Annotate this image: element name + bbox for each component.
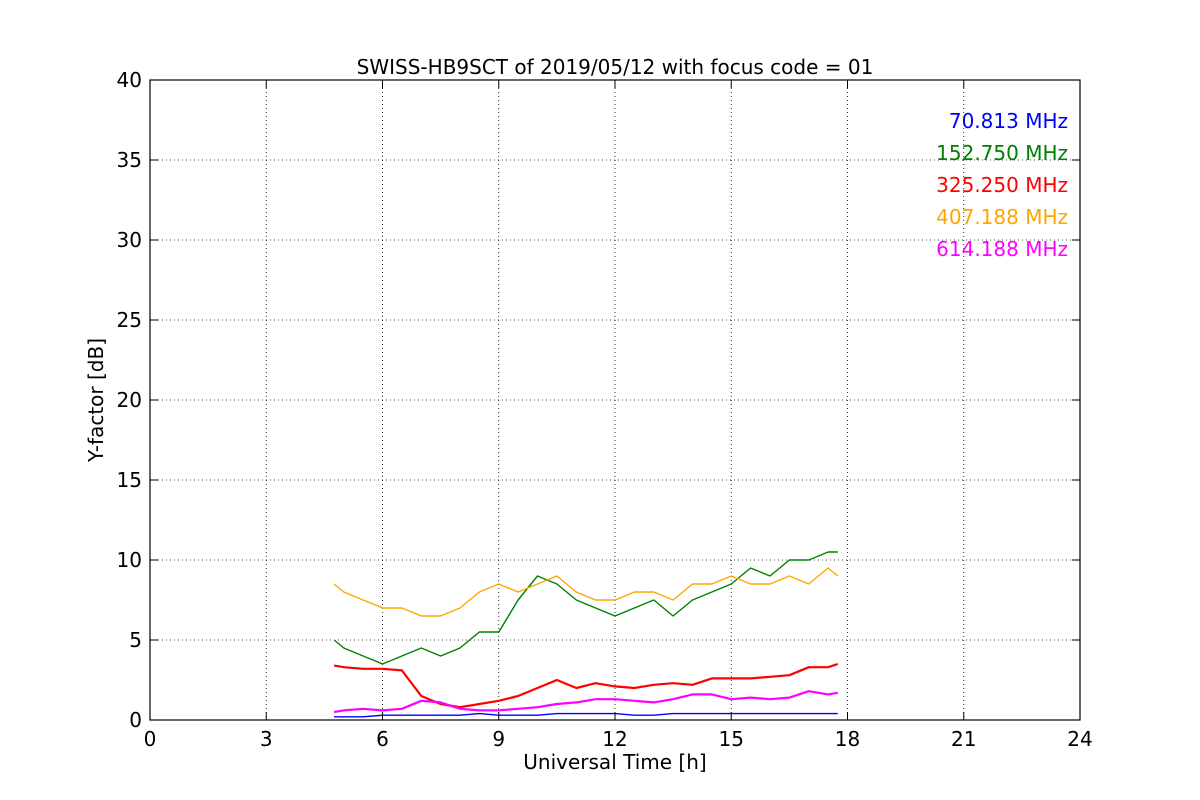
- legend-entry: 325.250 MHz: [936, 173, 1068, 197]
- series-line-614-188-mhz: [333, 690, 838, 714]
- y-axis-label: Y-factor [dB]: [84, 338, 108, 463]
- x-tick-label: 18: [835, 727, 860, 751]
- legend-entry: 614.188 MHz: [936, 237, 1068, 261]
- x-tick-label: 9: [492, 727, 505, 751]
- axis-ticks: 0 3 6 9 12 15 18 21 24 0 5 10 15 20 25 30 35 40: [117, 68, 1093, 751]
- chart-title: SWISS-HB9SCT of 2019/05/12 with focus co…: [357, 55, 874, 79]
- grid: [150, 80, 1080, 720]
- legend-entry: 70.813 MHz: [949, 109, 1068, 133]
- series-lines: [333, 551, 839, 718]
- series-line-70-813-mhz: [334, 712, 838, 718]
- y-tick-label: 40: [117, 68, 142, 92]
- y-tick-label: 25: [117, 308, 142, 332]
- y-tick-label: 10: [117, 548, 142, 572]
- x-tick-label: 15: [719, 727, 744, 751]
- y-tick-label: 15: [117, 468, 142, 492]
- y-tick-label: 5: [129, 628, 142, 652]
- series-line-325-250-mhz: [333, 662, 839, 709]
- x-tick-label: 3: [260, 727, 273, 751]
- x-tick-label: 0: [144, 727, 157, 751]
- y-tick-label: 0: [129, 708, 142, 732]
- x-tick-label: 24: [1067, 727, 1092, 751]
- series-line-152-750-mhz: [333, 551, 838, 665]
- x-axis-label: Universal Time [h]: [523, 750, 706, 774]
- x-tick-label: 12: [602, 727, 627, 751]
- y-tick-label: 35: [117, 148, 142, 172]
- x-tick-label: 21: [951, 727, 976, 751]
- legend: 70.813 MHz 152.750 MHz 325.250 MHz 407.188 …: [936, 109, 1068, 261]
- y-tick-label: 20: [117, 388, 142, 412]
- series-line-407-188-mhz: [333, 567, 839, 617]
- legend-entry: 407.188 MHz: [936, 205, 1068, 229]
- y-tick-label: 30: [117, 228, 142, 252]
- legend-entry: 152.750 MHz: [936, 141, 1068, 165]
- x-tick-label: 6: [376, 727, 389, 751]
